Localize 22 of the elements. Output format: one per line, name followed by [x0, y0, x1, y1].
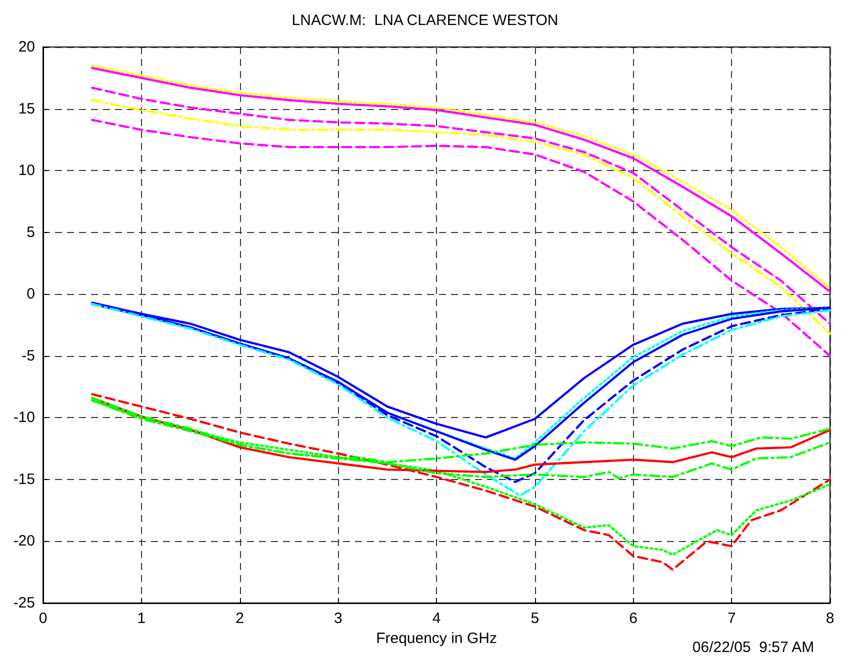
y-tick-label: 10: [18, 162, 35, 180]
y-tick-label: -20: [13, 532, 35, 550]
y-tick-label: 20: [18, 38, 35, 56]
y-tick-label: -15: [13, 470, 35, 488]
x-tick-label: 4: [432, 610, 441, 627]
x-tick-label: 8: [826, 610, 834, 627]
y-tick-label: 5: [26, 224, 35, 241]
chart-title: LNACW.M: LNA CLARENCE WESTON: [292, 12, 558, 29]
x-tick-label: 6: [629, 610, 638, 627]
y-tick-label: -5: [22, 347, 35, 364]
y-tick-label: 15: [18, 100, 35, 118]
x-tick-label: 5: [530, 610, 540, 627]
x-tick-label: 2: [236, 610, 244, 627]
y-tick-label: -10: [13, 409, 35, 426]
x-tick-label: 0: [38, 610, 48, 627]
x-axis-title: Frequency in GHz: [376, 630, 497, 647]
x-tick-label: 1: [137, 610, 146, 627]
y-tick-label: -25: [13, 594, 35, 612]
text: 06/22/05 9:57 AM: [692, 639, 814, 656]
y-tick-label: 0: [26, 286, 35, 303]
x-tick-label: 7: [727, 610, 736, 627]
x-tick-label: 3: [334, 610, 342, 627]
